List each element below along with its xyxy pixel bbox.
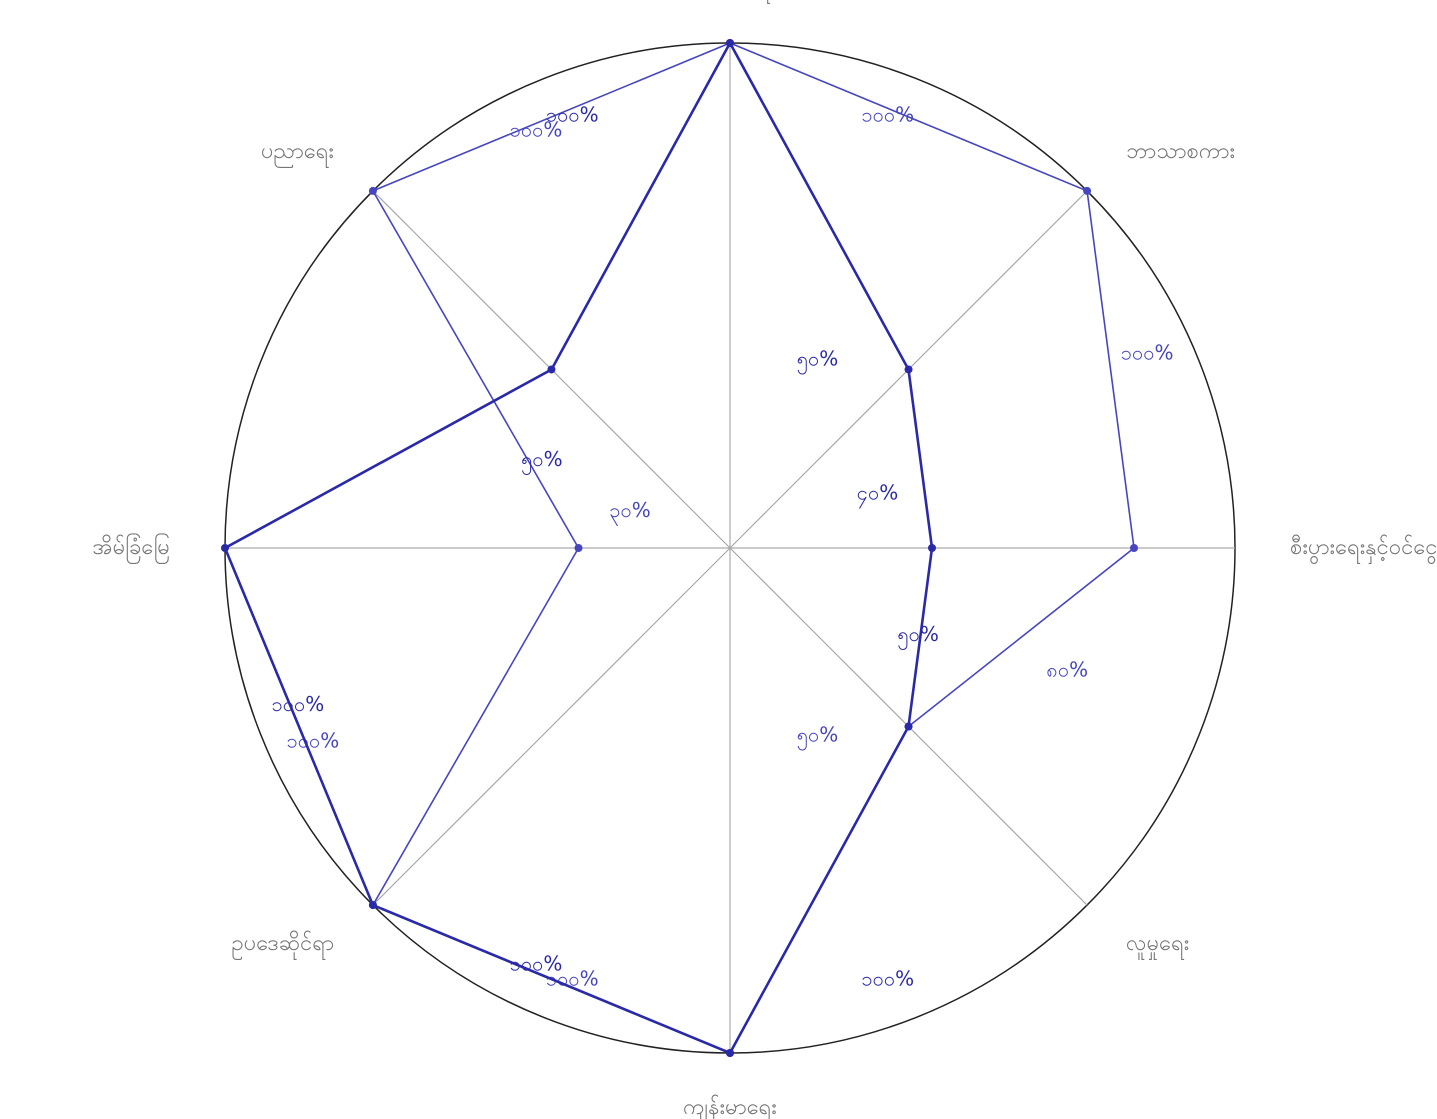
axis-label: ဥပဒေဆိုင်ရာ: [232, 930, 334, 960]
value-label: ၁၀၀%: [861, 102, 914, 126]
axis-label: ဘာသာရေး: [685, 0, 776, 4]
axis-label: စီးပွားရေးနှင့်ဝင်ငွေ: [1290, 534, 1437, 565]
point: [575, 544, 583, 552]
value-label: ၈၀%: [1046, 658, 1088, 682]
point: [726, 1049, 734, 1057]
point: [221, 544, 229, 552]
value-label: ၅၀%: [897, 622, 939, 650]
point: [905, 723, 913, 731]
point: [369, 901, 377, 909]
value-label: ၁၀၀%: [1121, 340, 1174, 364]
point: [369, 187, 377, 195]
value-label: ၅၀%: [797, 723, 839, 751]
value-label: ၄၀%: [857, 481, 899, 509]
axis-label: အိမ်ခြံမြေ: [93, 533, 170, 564]
point: [905, 365, 913, 373]
value-label: ၃၀%: [609, 498, 651, 526]
axis-label: ပညာရေး: [261, 139, 334, 168]
value-label: ၁၀၀%: [861, 967, 914, 991]
value-label: ၅၀%: [797, 346, 839, 374]
point: [726, 39, 734, 47]
value-label: ၁၀၀%: [546, 102, 599, 126]
axis-line: [373, 548, 730, 905]
point: [547, 365, 555, 373]
value-label: ၁၀၀%: [510, 952, 563, 976]
value-label: ၁၀၀%: [272, 692, 325, 716]
axis-label: လူမှုရေး: [1126, 931, 1189, 960]
chart: ဘာသာရေးဘာသာစကားစီးပွားရေးနှင့်ဝင်ငွေလူမှ…: [0, 0, 1437, 1119]
value-label: ၁၀၀%: [287, 729, 340, 753]
point: [1083, 187, 1091, 195]
value-label: ၅၀%: [521, 447, 563, 475]
axis-label: ဘာသာစကား: [1126, 139, 1235, 164]
point: [928, 544, 936, 552]
point: [1130, 544, 1138, 552]
axis-label: ကျန်းမာရေး: [683, 1094, 777, 1119]
